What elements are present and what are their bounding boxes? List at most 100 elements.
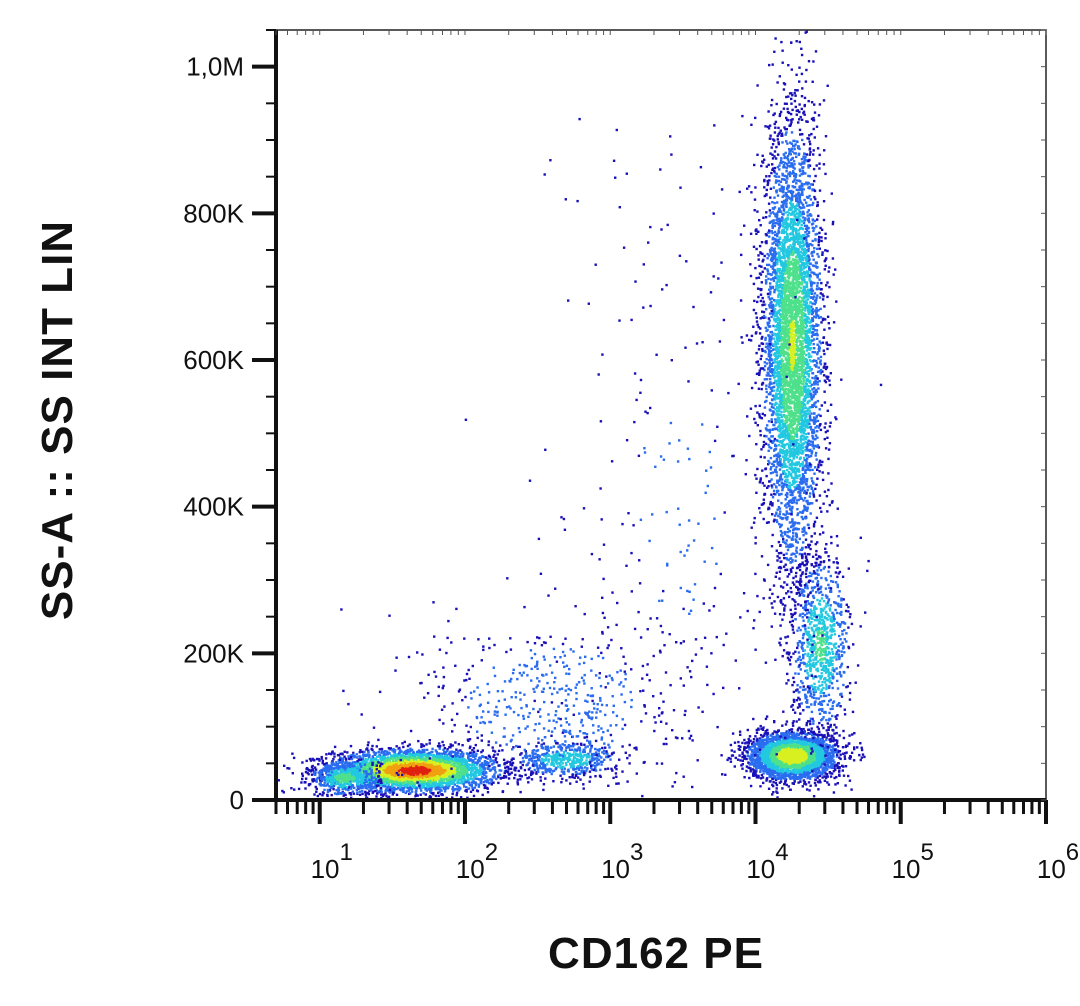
event-point [457, 786, 461, 789]
event-point [497, 699, 501, 703]
event-point [395, 656, 398, 659]
event-point [635, 772, 638, 775]
event-point [425, 786, 429, 790]
event-point [564, 717, 568, 720]
event-points [277, 30, 883, 802]
event-point [407, 750, 410, 753]
event-point [545, 673, 548, 676]
event-point [482, 763, 486, 766]
event-point [505, 761, 508, 765]
event-point [363, 763, 367, 766]
event-point [493, 643, 496, 647]
event-point [548, 719, 551, 722]
event-point [384, 783, 387, 786]
event-point [355, 766, 358, 769]
event-point [377, 755, 381, 758]
event-point [341, 753, 344, 756]
event-point [423, 696, 426, 699]
event-point [442, 781, 445, 785]
event-point [601, 596, 604, 599]
event-point [471, 754, 474, 757]
event-point [580, 770, 583, 773]
event-point [449, 774, 452, 777]
event-point [458, 778, 461, 781]
event-point [345, 771, 348, 774]
event-point [540, 760, 544, 763]
event-point [358, 755, 361, 758]
event-point [398, 766, 402, 770]
event-point [524, 750, 527, 753]
event-point [424, 753, 427, 756]
event-point [446, 775, 449, 778]
event-point [464, 789, 467, 792]
event-point [363, 781, 366, 785]
event-point [330, 778, 333, 781]
event-point [554, 710, 558, 713]
event-point [520, 767, 523, 770]
event-point [366, 787, 369, 790]
event-point [507, 773, 511, 776]
event-point [437, 742, 441, 745]
event-point [313, 766, 317, 769]
event-point [539, 766, 542, 770]
event-point [466, 752, 470, 756]
event-point [401, 742, 404, 745]
event-point [402, 756, 405, 759]
event-point [524, 665, 527, 668]
event-point [538, 636, 541, 640]
event-point [363, 767, 366, 770]
event-point [512, 668, 515, 671]
event-point [333, 773, 336, 776]
event-point [417, 760, 421, 764]
event-point [345, 761, 348, 765]
event-point [540, 746, 543, 749]
event-point [501, 690, 504, 693]
event-point [330, 793, 333, 797]
event-point [318, 770, 322, 773]
event-point [326, 788, 330, 792]
event-point [332, 767, 335, 770]
event-point [633, 746, 636, 750]
event-point [600, 756, 603, 759]
event-point [414, 794, 417, 798]
event-point [373, 767, 376, 770]
event-point [565, 779, 568, 782]
event-point [537, 770, 540, 774]
event-point [371, 763, 374, 766]
event-point [406, 770, 409, 773]
event-point [601, 760, 604, 763]
event-point [356, 760, 359, 763]
event-point [415, 765, 418, 768]
event-point [475, 752, 478, 756]
event-point [538, 756, 541, 759]
event-point [563, 754, 566, 757]
event-point [559, 656, 562, 659]
event-point [436, 765, 439, 768]
event-point [639, 636, 643, 639]
event-point [525, 704, 528, 707]
event-point [478, 693, 482, 697]
event-point [590, 717, 593, 721]
event-point [378, 767, 382, 770]
event-point [590, 745, 593, 748]
event-point [583, 736, 586, 739]
event-point [601, 746, 604, 750]
event-point [449, 777, 453, 781]
event-point [334, 783, 337, 786]
event-point [607, 784, 610, 787]
event-point [580, 721, 583, 724]
event-point [442, 684, 445, 688]
event-point [594, 751, 598, 754]
event-point [401, 759, 404, 762]
event-point [567, 672, 571, 676]
event-point [402, 765, 405, 768]
event-point [536, 768, 540, 772]
event-point [336, 770, 339, 773]
event-point [325, 762, 328, 765]
event-point [404, 770, 407, 774]
event-point [408, 784, 411, 787]
event-point [385, 778, 389, 781]
event-point [373, 753, 376, 756]
event-point [527, 776, 531, 779]
event-point [358, 786, 361, 790]
